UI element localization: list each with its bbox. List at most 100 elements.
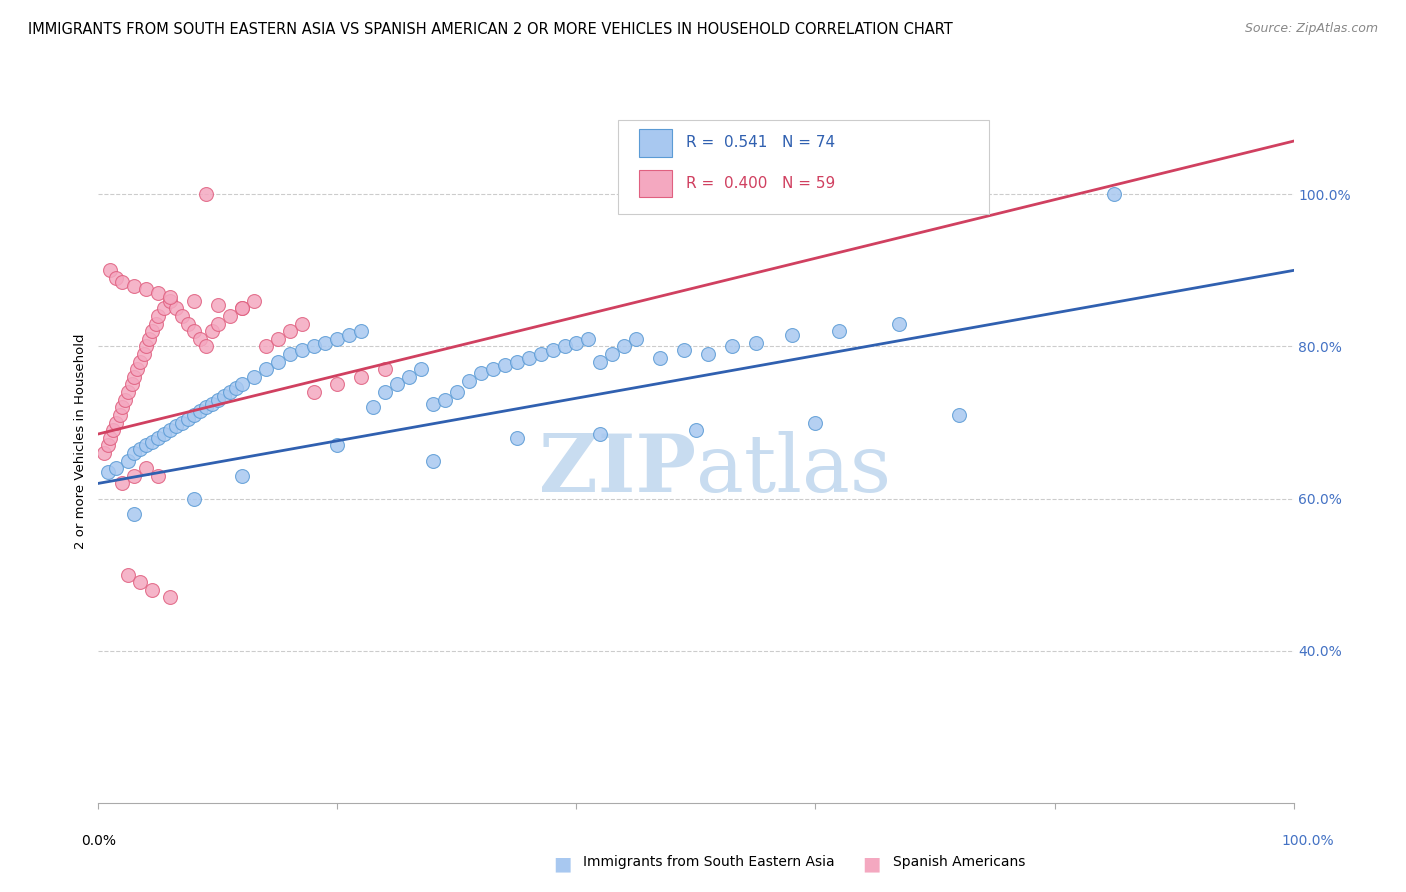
Point [138, 332, 160, 346]
Point [183, 491, 205, 506]
Point [124, 507, 146, 521]
Point [98, 431, 122, 445]
Point [398, 370, 420, 384]
Point [780, 328, 803, 343]
Point [350, 370, 373, 384]
Point [135, 339, 157, 353]
Text: R =  0.400   N = 59: R = 0.400 N = 59 [686, 176, 835, 191]
Point [153, 426, 176, 441]
Point [201, 396, 224, 410]
Y-axis label: 2 or more Vehicles in Household: 2 or more Vehicles in Household [75, 334, 87, 549]
Point [108, 408, 131, 422]
Point [165, 301, 187, 316]
Point [385, 377, 409, 392]
Point [129, 354, 152, 368]
Point [458, 374, 481, 388]
Point [350, 324, 373, 338]
Point [219, 385, 242, 400]
Point [117, 453, 139, 467]
Point [697, 347, 720, 361]
Point [326, 377, 349, 392]
Point [219, 309, 242, 323]
Point [231, 301, 253, 316]
Point [302, 385, 325, 400]
Point [153, 301, 176, 316]
Point [745, 335, 768, 350]
Point [101, 423, 124, 437]
Text: ■: ■ [862, 855, 882, 873]
Point [254, 339, 277, 353]
Point [105, 461, 128, 475]
Point [135, 282, 157, 296]
Point [517, 351, 540, 365]
Point [148, 286, 170, 301]
Text: Source: ZipAtlas.com: Source: ZipAtlas.com [1244, 22, 1378, 36]
Point [141, 582, 163, 597]
Point [159, 290, 181, 304]
Point [243, 370, 266, 384]
Point [124, 278, 146, 293]
Point [148, 468, 170, 483]
Text: R =  0.541   N = 74: R = 0.541 N = 74 [686, 136, 835, 150]
Point [482, 362, 505, 376]
Point [141, 324, 163, 338]
Text: ZIP: ZIP [538, 432, 696, 509]
Point [132, 347, 155, 361]
Text: Spanish Americans: Spanish Americans [893, 855, 1025, 869]
Point [363, 401, 385, 415]
Point [291, 317, 314, 331]
Point [470, 366, 492, 380]
Point [207, 392, 229, 407]
Point [565, 335, 588, 350]
Point [828, 324, 851, 338]
Point [231, 377, 253, 392]
Point [124, 468, 146, 483]
Point [650, 351, 672, 365]
Point [804, 416, 827, 430]
Point [422, 396, 444, 410]
Point [117, 567, 139, 582]
Point [411, 362, 433, 376]
Point [148, 431, 170, 445]
Point [121, 377, 143, 392]
Point [578, 332, 600, 346]
Point [948, 408, 970, 422]
Point [93, 446, 115, 460]
Point [188, 332, 211, 346]
Point [541, 343, 564, 358]
Point [278, 347, 301, 361]
Point [422, 453, 444, 467]
Point [685, 423, 707, 437]
Text: atlas: atlas [696, 432, 891, 509]
Point [145, 317, 167, 331]
Point [129, 442, 152, 457]
Point [188, 404, 211, 418]
Text: Immigrants from South Eastern Asia: Immigrants from South Eastern Asia [583, 855, 835, 869]
Point [506, 354, 529, 368]
Point [1104, 187, 1126, 202]
Point [291, 343, 314, 358]
FancyBboxPatch shape [638, 169, 672, 197]
Point [225, 381, 247, 395]
Point [589, 426, 612, 441]
Point [177, 411, 200, 425]
Point [172, 309, 194, 323]
FancyBboxPatch shape [638, 128, 672, 157]
Point [302, 339, 325, 353]
Point [129, 575, 152, 590]
Point [589, 354, 612, 368]
Point [278, 324, 301, 338]
Point [124, 446, 146, 460]
Point [105, 271, 128, 285]
Point [105, 416, 128, 430]
Point [207, 298, 229, 312]
Point [721, 339, 744, 353]
FancyBboxPatch shape [619, 120, 988, 214]
Point [117, 385, 139, 400]
Point [267, 332, 290, 346]
Point [254, 362, 277, 376]
Point [125, 362, 148, 376]
Point [231, 468, 253, 483]
Point [159, 293, 181, 308]
Point [626, 332, 648, 346]
